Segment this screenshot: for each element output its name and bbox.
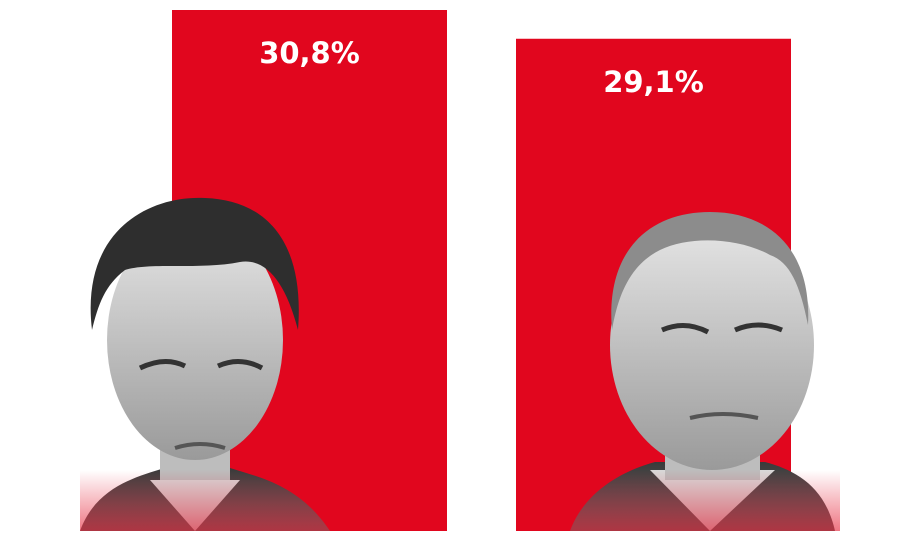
value-label: 30,8% xyxy=(259,36,360,70)
portraits xyxy=(80,197,840,531)
portrait-right xyxy=(570,212,840,531)
value-labels: 30,8% 29,1% xyxy=(259,36,704,99)
portrait-left xyxy=(80,197,340,531)
value-label: 29,1% xyxy=(603,65,704,99)
